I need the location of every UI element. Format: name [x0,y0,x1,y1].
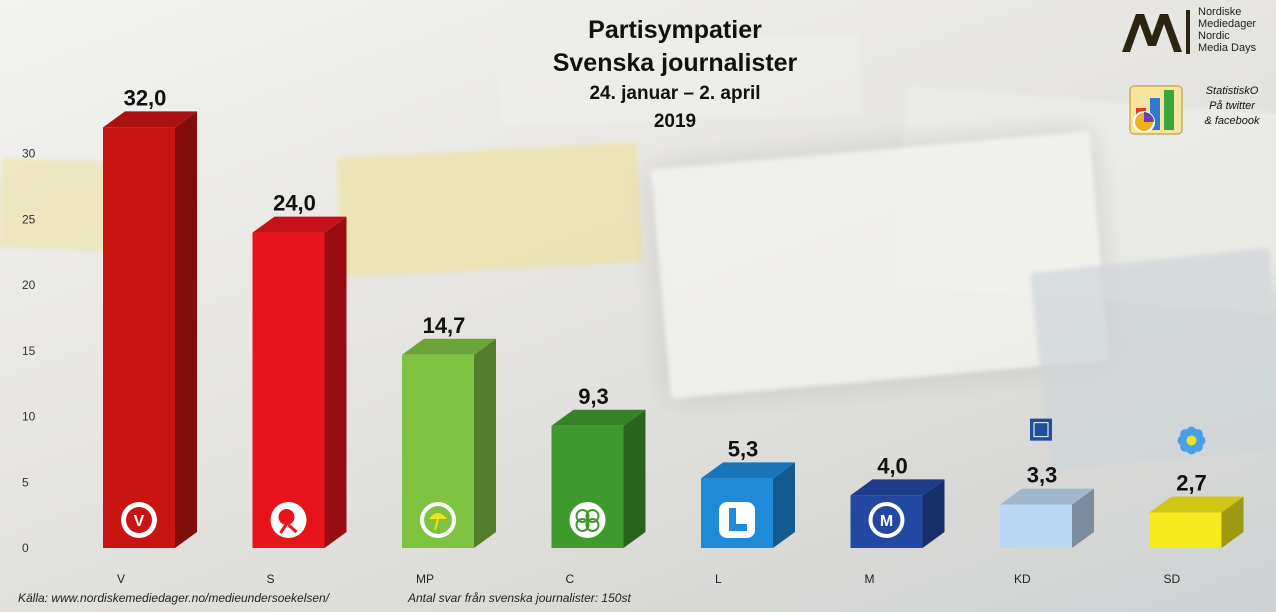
kd-logo-frame [1033,422,1049,438]
m-logo-inner [872,506,901,534]
l-letter-glyph [729,508,747,531]
c-clover-leaf [575,518,590,532]
bar-side-v [175,111,197,548]
sd-flower-petal [1192,429,1203,440]
bar-top-l [701,462,795,479]
value-label-s: 24,0 [273,191,316,216]
y-tick-label: 20 [22,278,36,292]
statistisko-chart-icon [1129,85,1183,135]
source-note: Källa: www.nordiskemediedager.no/medieun… [18,591,330,605]
bar-side-s [324,216,347,549]
v-logo-inner [126,507,152,533]
category-label-mp: MP [416,572,434,586]
logo-line-4: Media Days [1198,42,1257,54]
y-tick-label: 10 [22,410,36,424]
value-label-c: 9,3 [578,384,609,409]
l-logo-icon [719,502,755,538]
bar-sd [1149,512,1222,548]
bar-side-l [773,462,795,548]
category-label-m: M [865,572,875,586]
category-label-c: C [566,572,575,586]
bar-top-m [850,479,945,496]
bar-top-kd [1000,488,1094,505]
bar-v [103,127,175,548]
value-label-sd: 2,7 [1176,471,1207,496]
statistisko-social-text: StatistiskO På twitter & facebook [1196,84,1268,129]
value-label-m: 4,0 [877,453,908,478]
chart-title: Partisympatier Svenska journalister 24. … [470,14,880,136]
y-tick-label: 5 [22,475,29,489]
statistisko-name: StatistiskO [1205,85,1259,97]
category-label-l: L [715,572,722,586]
bar-side-c [623,409,646,548]
title-line-2: Svenska journalister [552,49,798,77]
y-tick-label: 15 [22,344,36,358]
logo-line-1: Nordiske [1198,6,1242,18]
logo-line-2: Mediedager [1198,18,1257,30]
statistisko-twitter: På twitter [1209,100,1255,112]
bar-side-mp [474,338,496,548]
bar-side-sd [1221,496,1244,548]
s-rose-bloom [278,509,295,525]
category-label-sd: SD [1164,572,1181,586]
logo-line-3: Nordic [1198,30,1230,42]
value-label-l: 5,3 [728,436,759,461]
title-year: 2019 [653,111,697,132]
v-logo-letter: V [134,513,145,530]
c-clover-leaf [575,509,590,523]
bar-top-s [252,216,347,233]
sd-flower-icon [1186,435,1197,446]
c-clover-leaf [585,518,600,532]
nordic-media-days-logo [1122,10,1190,54]
y-tick-label: 30 [22,147,36,161]
c-clover-leaf [585,509,600,523]
value-label-kd: 3,3 [1027,463,1058,488]
value-label-mp: 14,7 [423,313,466,338]
statistisko-facebook: & facebook [1204,115,1260,127]
category-label-v: V [117,572,125,586]
title-line-1: Partisympatier [588,16,762,44]
bar-kd [1000,504,1072,548]
bar-top-c [551,409,646,426]
bar-top-v [103,111,197,128]
bar-top-sd [1149,496,1244,513]
bar-side-m [922,479,945,548]
y-tick-label: 25 [22,212,36,226]
y-tick-label: 0 [22,541,29,555]
value-label-v: 32,0 [124,85,167,110]
mp-dandelion-petals [429,513,447,519]
bar-s [252,232,325,549]
logo-text: Nordiske Mediedager Nordic Media Days [1198,6,1256,54]
title-date-range: 24. januar – 2. april [589,83,761,104]
kd-logo-icon [1030,418,1052,441]
bar-top-mp [402,338,496,355]
s-rose-stem [279,523,298,534]
mp-dandelion-stem [434,518,439,531]
category-label-s: S [267,572,275,586]
respondents-note: Antal svar från svenska journalister: 15… [408,591,631,605]
bar-side-kd [1072,488,1094,548]
category-label-kd: KD [1014,572,1031,586]
m-logo-letter: M [880,513,893,530]
